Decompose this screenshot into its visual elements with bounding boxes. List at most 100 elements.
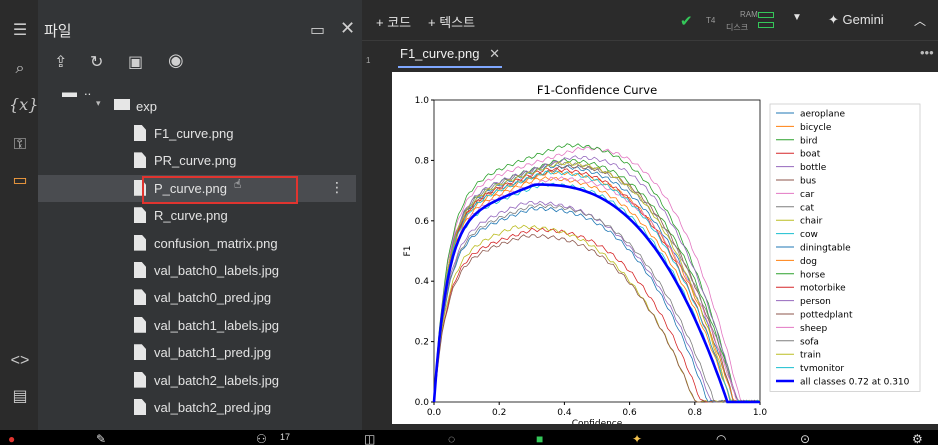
legend-entry: pottedplant <box>800 311 853 321</box>
drive-folder-icon[interactable]: ▣ <box>128 54 144 71</box>
refresh-icon[interactable]: ↻ <box>90 54 104 71</box>
legend-entry: train <box>800 351 821 361</box>
more-vert-icon[interactable]: ⋮ <box>330 178 344 195</box>
close-icon[interactable]: ✕ <box>340 18 356 38</box>
series-line <box>433 182 760 403</box>
file-name: val_batch2_labels.jpg <box>154 372 280 388</box>
gemini-button[interactable]: ✦ Gemini <box>828 12 884 28</box>
chat-icon[interactable]: ◌ <box>448 432 456 445</box>
file-name: val_batch0_labels.jpg <box>154 263 280 278</box>
menu-icon[interactable]: ⊙ <box>800 432 811 445</box>
search-icon[interactable]: ⌕ <box>15 60 25 77</box>
file-row[interactable]: val_batch1_pred.jpg <box>38 339 356 366</box>
image-viewer: F1-Confidence Curve 0.0 0.2 0.4 0.6 0.8 1.0 0.0… <box>392 72 938 424</box>
legend-entry: motorbike <box>800 284 846 294</box>
terminal-icon[interactable]: ▤ <box>12 388 28 405</box>
alert-icon[interactable]: ● <box>8 432 16 445</box>
upload-icon[interactable]: ⇪ <box>54 54 68 71</box>
tab-f1-curve[interactable]: F1_curve.png ✕ <box>400 46 500 62</box>
ram-meter[interactable] <box>758 12 774 18</box>
y-axis-label: F1 <box>403 246 413 257</box>
key-icon[interactable]: ⚿ <box>13 136 27 153</box>
chevron-up-icon[interactable]: ︿ <box>914 14 927 28</box>
file-icon <box>134 262 146 278</box>
main-area: + 코드 + 텍스트 ✔ T4 RAM 디스크 ▼ ✦ Gemini ︿ F1_… <box>362 0 938 430</box>
add-code-button[interactable]: + 코드 <box>376 15 412 30</box>
legend-box <box>769 103 921 392</box>
file-row[interactable]: val_batch2_labels.jpg <box>38 367 356 394</box>
file-row[interactable]: PR_curve.png <box>38 147 356 174</box>
settings-icon[interactable]: ⚙ <box>912 432 923 445</box>
legend-entry: cow <box>800 230 818 240</box>
eye-icon[interactable]: ◉ <box>168 50 184 70</box>
parent-folder-row[interactable]: ▬ .. <box>38 82 356 109</box>
file-icon <box>134 289 146 306</box>
file-row[interactable]: val_batch0_pred.jpg <box>38 284 356 311</box>
file-row[interactable]: val_batch1_labels.jpg <box>38 312 356 339</box>
file-row[interactable]: val_batch0_labels.jpg <box>38 257 356 284</box>
series-line <box>433 234 760 403</box>
cursor-icon: ☝ <box>234 176 242 191</box>
star-icon[interactable]: ✦ <box>632 432 643 445</box>
file-name: val_batch1_labels.jpg <box>154 317 280 333</box>
legend-entry: bird <box>800 136 817 146</box>
file-row[interactable]: P_curve.png ⋮ ☝ <box>38 174 356 202</box>
tab-label: F1_curve.png <box>400 46 480 61</box>
series-line <box>433 200 761 403</box>
user-icon[interactable]: ◠ <box>716 432 727 445</box>
people-icon[interactable]: ⚇ <box>256 432 267 445</box>
home-icon[interactable]: ■ <box>536 432 544 445</box>
file-name: val_batch1_pred.jpg <box>154 345 272 361</box>
x-tick-label: 0.2 <box>492 408 506 418</box>
more-icon[interactable]: ••• <box>920 45 934 60</box>
pen-icon[interactable]: ✎ <box>96 432 107 445</box>
series-line <box>433 146 761 403</box>
disk-meter[interactable] <box>758 22 774 28</box>
file-name: val_batch2_pred.jpg <box>154 400 272 415</box>
chart-title: F1-Confidence Curve <box>537 83 657 97</box>
file-name: confusion_matrix.png <box>154 235 278 251</box>
file-name: P_curve.png <box>154 180 227 196</box>
series-line <box>433 224 761 403</box>
series-line <box>433 161 761 403</box>
folder-icon[interactable]: ▭ <box>12 172 28 189</box>
highlight-box <box>142 176 298 204</box>
file-icon <box>134 125 146 141</box>
file-name: F1_curve.png <box>154 126 234 141</box>
plot-frame <box>433 99 761 403</box>
active-tab-indicator <box>398 66 502 68</box>
series-line <box>433 170 761 403</box>
x-axis-label: Confidence <box>572 419 623 424</box>
y-tick-label: 0.6 <box>415 217 430 227</box>
toc-icon[interactable]: ☰ <box>12 22 28 39</box>
legend-entry: person <box>800 297 831 307</box>
parent-label: .. <box>84 83 92 98</box>
file-row[interactable]: confusion_matrix.png <box>38 230 356 257</box>
folder-row-exp[interactable]: ▾ exp <box>38 96 356 114</box>
file-icon <box>134 207 146 224</box>
variables-icon[interactable]: {x} <box>9 95 39 114</box>
window-icon[interactable]: ▭ <box>310 22 326 39</box>
file-name: PR_curve.png <box>154 153 237 169</box>
legend-entry: cat <box>800 203 814 213</box>
close-icon[interactable]: ✕ <box>489 46 501 61</box>
file-icon <box>134 234 146 251</box>
file-row[interactable]: val_batch2_pred.jpg <box>38 394 356 421</box>
x-tick-label: 0.8 <box>688 408 703 418</box>
file-row[interactable]: R_curve.png <box>38 202 356 229</box>
file-name: val_batch0_pred.jpg <box>154 290 272 306</box>
disk-label: 디스크 <box>726 23 749 32</box>
chevron-down-icon[interactable]: ▼ <box>792 12 802 23</box>
file-row[interactable]: F1_curve.png <box>38 120 356 147</box>
left-rail: ☰ ⌕ {x} ⚿ ▭ <> ▤ <box>0 0 38 430</box>
y-tick-label: 0.4 <box>415 277 430 287</box>
cell-gutter: 1 <box>362 48 380 428</box>
add-text-button[interactable]: + 텍스트 <box>428 15 476 30</box>
legend-entry: sheep <box>800 324 827 334</box>
notebook-toolbar: + 코드 + 텍스트 ✔ T4 RAM 디스크 ▼ ✦ Gemini ︿ <box>362 0 938 40</box>
legend-entry: bottle <box>800 163 827 173</box>
series-line <box>433 227 760 403</box>
code-icon[interactable]: <> <box>10 352 30 369</box>
app-icon[interactable]: ◫ <box>364 432 376 445</box>
legend-entry: bicycle <box>800 123 832 133</box>
